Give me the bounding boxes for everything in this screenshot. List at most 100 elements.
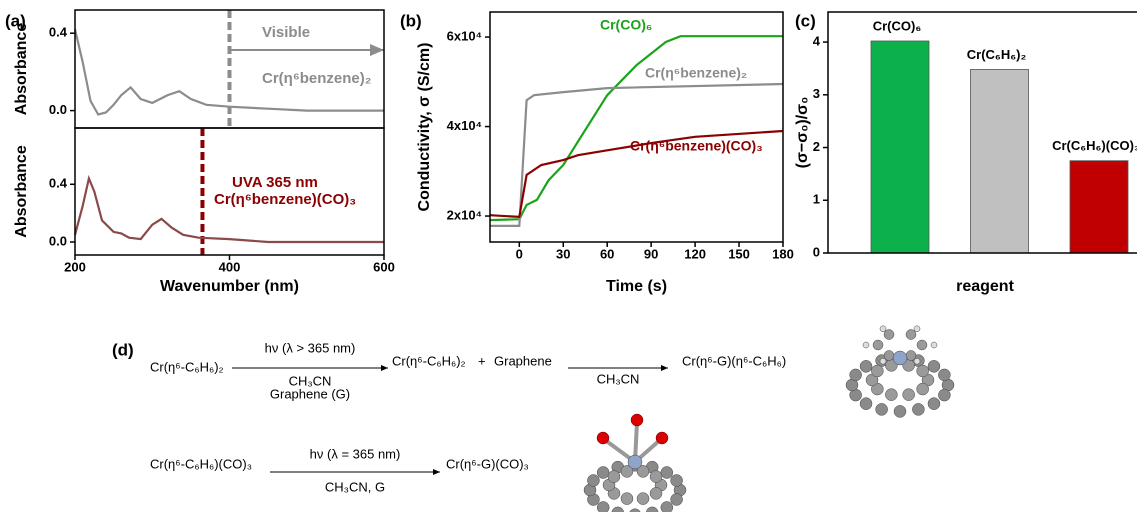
atom (646, 507, 658, 512)
atom (884, 350, 894, 360)
y-tick-label: 0.0 (49, 233, 67, 248)
panel-label: (d) (112, 340, 134, 359)
y-tick-label: 3 (813, 86, 820, 101)
x-tick-label: 60 (600, 246, 614, 261)
x-tick-label: 200 (64, 259, 86, 274)
annotation: UVA 365 nm (232, 174, 318, 191)
series-label: Cr(η⁶benzene)(CO)₃ (630, 138, 763, 154)
condition: CH₃CN (597, 371, 640, 386)
y-tick-label: 1 (813, 192, 820, 207)
figure: (d) Cr(η⁶-C₆H₆)₂ hν (λ > 365 nm) CH₃CN G… (0, 0, 1137, 512)
reactant: Cr(η⁶-C₆H₆)₂ (150, 359, 224, 374)
x-axis-label: reagent (956, 278, 1014, 295)
bar-label: Cr(C₆H₆)(CO)₃ (1052, 138, 1137, 153)
bar-label: Cr(C₆H₆)₂ (967, 47, 1027, 62)
y-tick-label: 4x10⁴ (447, 118, 482, 133)
atom (906, 350, 916, 360)
y-tick-label: 0.4 (49, 176, 68, 191)
y-axis-label: Absorbance (13, 145, 30, 238)
atom (880, 326, 886, 332)
reactant: Cr(η⁶-C₆H₆)(CO)₃ (150, 456, 252, 471)
atom (928, 398, 940, 410)
atom (650, 487, 662, 499)
y-tick-label: 0.0 (49, 102, 67, 117)
annotation: Cr(η⁶benzene)₂ (262, 70, 371, 87)
condition: hν (λ > 365 nm) (265, 340, 356, 355)
atom (650, 471, 662, 483)
atom (637, 493, 649, 505)
bar (871, 41, 929, 253)
x-tick-label: 0 (516, 246, 523, 261)
atom (597, 502, 609, 512)
atom (893, 351, 907, 365)
x-axis-label: Wavenumber (nm) (160, 278, 299, 295)
atom (587, 475, 599, 487)
bar (971, 69, 1029, 253)
y-tick-label: 6x10⁴ (447, 28, 482, 43)
y-axis-label: Absorbance (13, 23, 30, 116)
atom (863, 342, 869, 348)
series-line (75, 179, 384, 243)
atom (906, 330, 916, 340)
condition: hν (λ = 365 nm) (310, 446, 401, 461)
atom (876, 403, 888, 415)
x-tick-label: 150 (728, 246, 750, 261)
atom (661, 466, 673, 478)
atom (938, 389, 950, 401)
atom (597, 466, 609, 478)
atom (608, 471, 620, 483)
product: Cr(η⁶-G)(η⁶-C₆H₆) (682, 353, 786, 368)
atom (938, 369, 950, 381)
y-tick-label: 0 (813, 244, 820, 259)
bar-label: Cr(CO)₆ (873, 18, 922, 33)
reagent: Graphene (494, 353, 552, 368)
atom (884, 330, 894, 340)
x-tick-label: 180 (772, 246, 794, 261)
atom (860, 360, 872, 372)
atom (671, 475, 683, 487)
axes-frame (490, 12, 783, 242)
series-label: Cr(CO)₆ (600, 17, 652, 33)
atom (628, 455, 642, 469)
x-axis-label: Time (s) (606, 278, 667, 295)
series-line (490, 84, 783, 226)
panel-label: (c) (795, 11, 816, 30)
annotation: Visible (262, 24, 310, 41)
bar (1070, 161, 1128, 253)
atom (917, 340, 927, 350)
x-tick-label: 30 (556, 246, 570, 261)
condition: Graphene (G) (270, 386, 350, 401)
atom (671, 493, 683, 505)
atom (917, 383, 929, 395)
atom (661, 502, 673, 512)
x-tick-label: 90 (644, 246, 658, 261)
atom (656, 432, 668, 444)
x-tick-label: 400 (219, 259, 241, 274)
y-axis-label: Conductivity, σ (S/cm) (416, 43, 433, 212)
y-tick-label: 2 (813, 139, 820, 154)
atom (928, 360, 940, 372)
x-tick-label: 120 (684, 246, 706, 261)
atom (850, 369, 862, 381)
atom (621, 493, 633, 505)
atom (917, 365, 929, 377)
y-axis-label: (σ−σ₀)/σ₀ (794, 97, 811, 169)
atom (873, 340, 883, 350)
intermediate: Cr(η⁶-C₆H₆)₂ (392, 353, 466, 368)
atom (612, 507, 624, 512)
atom (631, 414, 643, 426)
y-tick-label: 2x10⁴ (447, 207, 482, 222)
plus: + (478, 353, 486, 368)
panel-label: (b) (400, 11, 422, 30)
y-tick-label: 4 (813, 33, 821, 48)
atom (914, 326, 920, 332)
atom (914, 358, 920, 364)
atom (860, 398, 872, 410)
series-label: Cr(η⁶benzene)₂ (645, 65, 747, 81)
product: Cr(η⁶-G)(CO)₃ (446, 456, 529, 471)
y-tick-label: 0.4 (49, 25, 68, 40)
atom (894, 405, 906, 417)
atom (931, 342, 937, 348)
atom (871, 365, 883, 377)
atom (903, 389, 915, 401)
